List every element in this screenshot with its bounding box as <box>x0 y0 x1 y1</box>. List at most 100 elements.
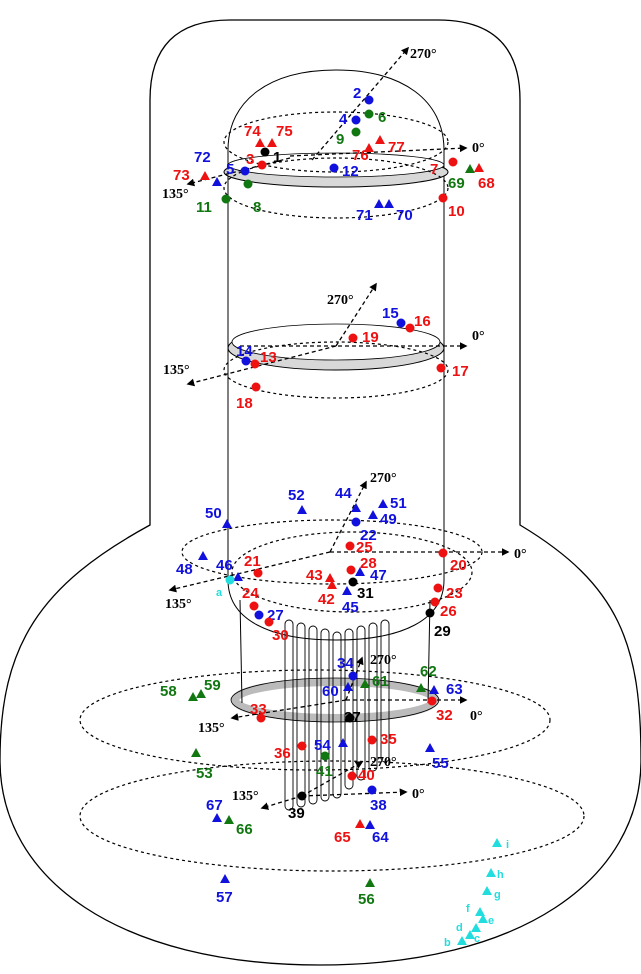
point-label-g: g <box>494 889 501 901</box>
point-marker-17 <box>436 363 446 373</box>
point-marker-45 <box>342 586 352 595</box>
point-marker-10 <box>438 193 448 203</box>
point-label-2: 2 <box>353 85 361 102</box>
point-marker-39 <box>297 791 307 801</box>
level-mid-lower <box>223 341 449 399</box>
point-marker-25 <box>345 541 355 551</box>
axis-arrows <box>168 46 510 810</box>
point-label-18: 18 <box>236 395 253 412</box>
point-label-57: 57 <box>216 889 233 906</box>
point-marker-5 <box>240 166 250 176</box>
point-label-11: 11 <box>196 199 212 216</box>
point-label-12: 12 <box>342 163 359 180</box>
point-marker-13 <box>250 359 260 369</box>
point-label-16: 16 <box>414 313 431 330</box>
angle-label-base-0: 0° <box>412 787 425 802</box>
point-marker-18 <box>251 382 261 392</box>
point-marker-27 <box>254 610 264 620</box>
point-label-44: 44 <box>335 485 352 502</box>
point-marker-f <box>475 907 485 916</box>
point-label-48: 48 <box>176 561 193 578</box>
point-marker-31 <box>348 577 358 587</box>
point-label-66: 66 <box>236 821 253 838</box>
angle-labels: 270° 0° 135° 270° 0° 135° 270° 0° 135° 2… <box>162 47 527 804</box>
point-label-d: d <box>456 922 463 934</box>
point-marker-72 <box>212 177 222 186</box>
point-marker-68 <box>474 163 484 172</box>
point-marker-42 <box>327 580 337 589</box>
point-marker-76 <box>364 143 374 152</box>
point-marker-22 <box>351 517 361 527</box>
point-marker-29 <box>425 608 435 618</box>
point-marker-47 <box>355 567 365 576</box>
point-label-19: 19 <box>362 329 379 346</box>
point-marker-21 <box>253 568 263 578</box>
point-marker-16 <box>405 323 415 333</box>
point-label-f: f <box>466 903 470 915</box>
angle-label-low-270: 270° <box>370 471 397 486</box>
point-marker-12 <box>329 163 339 173</box>
tube <box>380 619 390 763</box>
point-label-5: 5 <box>226 161 234 178</box>
point-marker-50 <box>222 519 232 528</box>
point-marker-9 <box>351 127 361 137</box>
point-label-63: 63 <box>446 681 463 698</box>
point-label-43: 43 <box>306 567 323 584</box>
base-axis-0 <box>301 788 408 797</box>
point-marker-20 <box>438 548 448 558</box>
point-marker-37 <box>345 713 355 723</box>
point-label-29: 29 <box>434 623 451 640</box>
point-label-21: 21 <box>244 553 261 570</box>
level-low-inner <box>231 531 473 613</box>
point-marker-32 <box>427 696 437 706</box>
point-marker-61 <box>360 679 370 688</box>
point-marker-54 <box>338 738 348 747</box>
tube <box>320 628 330 802</box>
point-label-8: 8 <box>253 199 261 216</box>
strut-left <box>239 599 243 704</box>
point-label-58: 58 <box>160 683 177 700</box>
point-marker-46 <box>233 572 243 581</box>
point-marker-63 <box>429 685 439 694</box>
point-marker-77 <box>375 135 385 144</box>
point-marker-g <box>482 886 492 895</box>
point-label-65: 65 <box>334 829 351 846</box>
point-label-31: 31 <box>357 585 374 602</box>
point-label-26: 26 <box>440 603 457 620</box>
point-marker-b <box>457 936 467 945</box>
point-marker-70 <box>384 199 394 208</box>
point-marker-2 <box>364 95 374 105</box>
point-label-25: 25 <box>356 539 373 556</box>
point-marker-65 <box>355 819 365 828</box>
point-marker-h <box>486 868 496 877</box>
angle-label-mid-0: 0° <box>472 329 485 344</box>
angle-label-mid-270: 270° <box>327 293 354 308</box>
point-label-7: 7 <box>430 161 438 178</box>
point-label-6: 6 <box>378 109 386 126</box>
point-label-45: 45 <box>342 599 359 616</box>
angle-label-base-135: 135° <box>232 789 259 804</box>
point-label-68: 68 <box>478 175 495 192</box>
point-label-22: 22 <box>360 527 377 544</box>
point-label-72: 72 <box>194 149 211 166</box>
point-marker-62 <box>416 683 426 692</box>
low-axis-270 <box>329 480 367 553</box>
point-label-59: 59 <box>204 677 221 694</box>
point-marker-58 <box>188 692 198 701</box>
point-marker-67 <box>212 813 222 822</box>
point-label-40: 40 <box>358 767 375 784</box>
point-marker-60 <box>343 682 353 691</box>
angle-label-mid-135: 135° <box>163 363 190 378</box>
point-marker-1 <box>260 147 270 157</box>
point-label-69: 69 <box>448 175 465 192</box>
angle-label-top-0: 0° <box>472 141 485 156</box>
point-marker-11 <box>221 194 231 204</box>
base-axis-270 <box>301 761 364 797</box>
point-label-71: 71 <box>356 207 373 224</box>
angle-label-ring-270: 270° <box>370 653 397 668</box>
tube <box>344 628 354 790</box>
point-label-56: 56 <box>358 891 375 908</box>
point-marker-49 <box>368 510 378 519</box>
point-marker-14 <box>241 356 251 366</box>
point-label-23: 23 <box>446 585 463 602</box>
